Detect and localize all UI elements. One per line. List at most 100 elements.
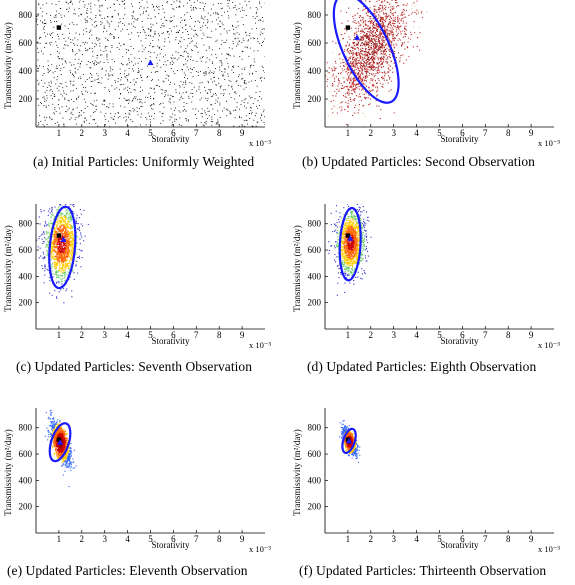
particle (119, 49, 120, 50)
particle (222, 75, 223, 76)
particle (45, 247, 46, 248)
particle (140, 87, 141, 88)
particle (200, 27, 201, 28)
particle (382, 5, 383, 6)
particle (391, 61, 392, 62)
particle (225, 89, 226, 90)
particle (164, 107, 165, 108)
particle (141, 61, 142, 62)
particle (387, 2, 388, 3)
particle (118, 37, 119, 38)
particle (188, 38, 189, 39)
particle (387, 27, 388, 28)
particle (77, 107, 78, 108)
particle (357, 41, 358, 42)
particle (388, 16, 389, 17)
particle (71, 254, 72, 255)
particle (56, 45, 57, 46)
particle (413, 26, 414, 27)
particle (129, 114, 130, 115)
particle (66, 248, 67, 249)
particle (342, 70, 343, 71)
particle (374, 50, 375, 51)
particle (80, 45, 81, 46)
particle (140, 75, 141, 76)
particle (395, 43, 396, 44)
particle (373, 49, 374, 50)
particle (377, 57, 378, 58)
particle (85, 236, 86, 237)
particle (381, 57, 382, 58)
particle (371, 33, 372, 34)
particle (381, 39, 382, 40)
y-tick-label: 400 (308, 66, 322, 76)
particle (366, 64, 367, 65)
particle (369, 41, 370, 42)
particle (182, 69, 183, 70)
particle (368, 42, 369, 43)
particle (356, 23, 357, 24)
particle (382, 9, 383, 10)
particle (48, 65, 49, 66)
particle (244, 10, 245, 11)
particle (392, 68, 393, 69)
particle (382, 87, 383, 88)
particle (100, 5, 101, 6)
particle (79, 116, 80, 117)
particle (82, 257, 83, 258)
particle (154, 113, 155, 114)
particle (396, 6, 397, 7)
particle (90, 67, 91, 68)
particle (407, 3, 408, 4)
particle (164, 12, 165, 13)
particle (168, 95, 169, 96)
particle (73, 24, 74, 25)
particle (80, 234, 81, 235)
particle (390, 10, 391, 11)
particle (79, 228, 80, 229)
particle (256, 106, 257, 107)
particle (348, 95, 349, 96)
particle (179, 110, 180, 111)
particle (72, 245, 73, 246)
particle (62, 229, 63, 230)
particle (151, 108, 152, 109)
particle (396, 35, 397, 36)
particle (400, 55, 401, 56)
particle (207, 118, 208, 119)
particle (249, 1, 250, 2)
particle (141, 114, 142, 115)
particle (66, 218, 67, 219)
particle (51, 242, 52, 243)
particle (86, 28, 87, 29)
particle (86, 12, 87, 13)
particle (221, 60, 222, 61)
particle (122, 1, 123, 2)
particle (57, 256, 58, 257)
particle (80, 238, 81, 239)
particle (47, 224, 48, 225)
particle (61, 254, 62, 255)
particle (261, 120, 262, 121)
particle (249, 118, 250, 119)
particle (188, 69, 189, 70)
particle (59, 86, 60, 87)
particle (254, 59, 255, 60)
particle (99, 46, 100, 47)
particle (173, 58, 174, 59)
particle (242, 59, 243, 60)
particle (412, 12, 413, 13)
particle (154, 10, 155, 11)
particle (373, 22, 374, 23)
particle (374, 25, 375, 26)
particle (176, 26, 177, 27)
particle (49, 116, 50, 117)
particle (76, 53, 77, 54)
particle (54, 232, 55, 233)
particle (161, 25, 162, 26)
particle (365, 51, 366, 52)
particle (261, 7, 262, 8)
particle (151, 88, 152, 89)
particle (342, 59, 343, 60)
particle (226, 40, 227, 41)
